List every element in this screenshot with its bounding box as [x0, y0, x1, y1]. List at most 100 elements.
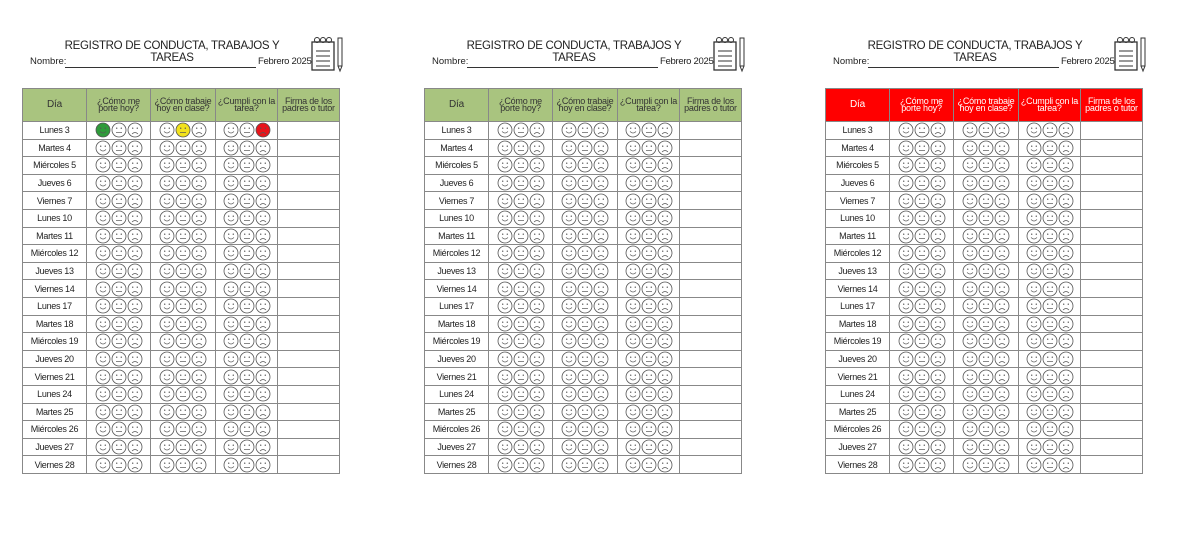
face-cell — [953, 455, 1019, 474]
face-icons — [223, 457, 270, 472]
face-icons — [95, 439, 142, 455]
day-cell: Lunes 17 — [22, 296, 87, 316]
face-cell — [1018, 384, 1081, 404]
face-cell — [215, 384, 278, 404]
face-icons — [625, 386, 672, 402]
signature-cell — [679, 121, 742, 140]
day-row: Lunes 17 — [22, 296, 340, 316]
face-cell — [86, 138, 151, 158]
face-cell — [86, 402, 151, 422]
face-icons — [625, 369, 672, 385]
face-icons — [159, 228, 207, 244]
day-cell: Martes 18 — [424, 314, 489, 334]
day-row: Martes 11 — [424, 226, 742, 246]
face-icons — [1026, 246, 1073, 261]
face-icons — [962, 122, 1010, 138]
day-row: Lunes 10 — [825, 208, 1143, 228]
day-cell: Lunes 17 — [424, 296, 489, 316]
face-cell — [86, 384, 151, 404]
face-icons — [962, 210, 1010, 226]
header-cell: ¿Cumpli con la tarea? — [215, 88, 278, 122]
face-cell — [215, 191, 278, 210]
face-cell — [150, 332, 216, 351]
face-cell — [215, 121, 278, 140]
face-cell — [86, 121, 151, 140]
face-cell — [488, 384, 553, 404]
face-icons — [497, 316, 544, 332]
day-cell: Viernes 14 — [424, 279, 489, 298]
face-cell — [552, 121, 618, 140]
face-icons — [497, 404, 544, 420]
face-cell — [617, 332, 680, 351]
day-cell: Lunes 10 — [424, 208, 489, 228]
face-icons — [159, 210, 207, 226]
face-icons — [95, 281, 142, 297]
face-icons — [95, 421, 142, 437]
face-cell — [552, 279, 618, 298]
face-icons — [898, 158, 945, 173]
day-row: Lunes 24 — [424, 384, 742, 404]
face-cell — [215, 402, 278, 422]
signature-cell — [1080, 208, 1143, 228]
face-cell — [889, 121, 954, 140]
day-row: Jueves 13 — [825, 261, 1143, 281]
face-icons — [1026, 334, 1073, 349]
signature-cell — [1080, 279, 1143, 298]
face-cell — [488, 296, 553, 316]
signature-cell — [277, 402, 340, 422]
signature-cell — [679, 314, 742, 334]
face-icons — [561, 175, 609, 191]
face-cell — [953, 121, 1019, 140]
sheet: REGISTRO DE CONDUCTA, TRABAJOS Y TAREAS N… — [22, 36, 352, 476]
face-icons — [962, 193, 1010, 209]
face-cell — [488, 332, 553, 351]
face-cell — [889, 314, 954, 334]
signature-cell — [679, 332, 742, 351]
face-icons — [962, 369, 1010, 385]
sheet: REGISTRO DE CONDUCTA, TRABAJOS Y TAREAS N… — [825, 36, 1155, 476]
day-cell: Miércoles 19 — [22, 332, 87, 351]
face-icons — [962, 316, 1010, 332]
signature-cell — [679, 402, 742, 422]
face-icons — [898, 421, 945, 437]
face-cell — [86, 173, 151, 193]
face-icons — [497, 246, 544, 261]
signature-cell — [1080, 121, 1143, 140]
face-icons — [625, 158, 672, 173]
face-icons — [223, 175, 270, 191]
face-icons — [1026, 351, 1073, 367]
face-icons — [159, 421, 207, 437]
face-icons — [1026, 386, 1073, 402]
face-cell — [215, 349, 278, 369]
face-cell — [86, 349, 151, 369]
header-row: Día ¿Cómo me porte hoy? ¿Cómo trabaje hoy … — [424, 88, 742, 122]
header-cell: ¿Cumpli con la tarea? — [617, 88, 680, 122]
day-cell: Jueves 20 — [424, 349, 489, 369]
signature-cell — [679, 349, 742, 369]
face-icons — [1026, 457, 1073, 472]
day-cell: Miércoles 19 — [825, 332, 890, 351]
face-cell — [488, 261, 553, 281]
face-icons — [625, 439, 672, 455]
face-cell — [889, 279, 954, 298]
face-cell — [86, 208, 151, 228]
face-icons — [159, 298, 207, 314]
signature-cell — [679, 384, 742, 404]
face-cell — [488, 437, 553, 457]
signature-cell — [277, 261, 340, 281]
header-cell: ¿Cumpli con la tarea? — [1018, 88, 1081, 122]
face-icons — [1026, 122, 1073, 138]
face-cell — [86, 191, 151, 210]
face-icons — [1026, 281, 1073, 297]
face-icons — [1026, 404, 1073, 420]
face-cell — [552, 296, 618, 316]
header-cell: Día — [424, 88, 489, 122]
face-icons — [223, 421, 270, 437]
face-icons — [223, 351, 270, 367]
face-icons — [1026, 158, 1073, 173]
face-cell — [552, 420, 618, 439]
conduct-table: Día ¿Cómo me porte hoy? ¿Cómo trabaje hoy … — [424, 88, 742, 474]
face-cell — [1018, 138, 1081, 158]
day-cell: Jueves 13 — [825, 261, 890, 281]
face-cell — [617, 402, 680, 422]
